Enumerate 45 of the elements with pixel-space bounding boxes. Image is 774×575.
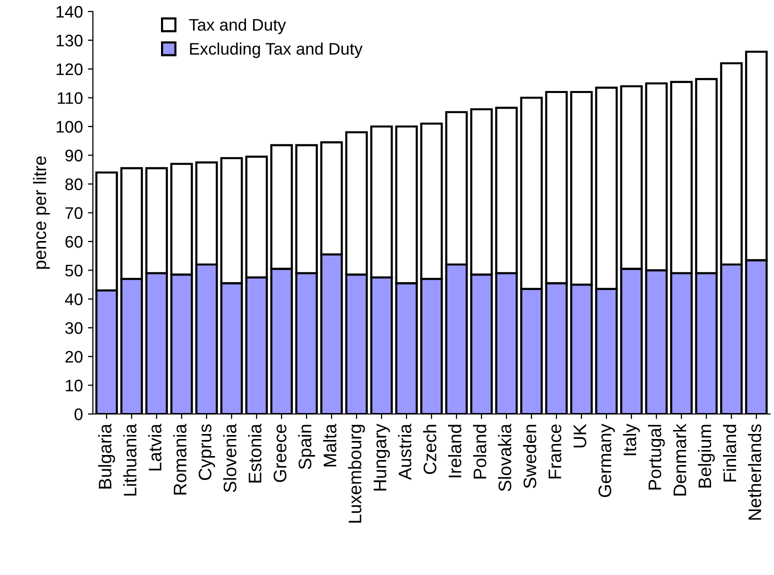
x-tick-label: Cyprus	[198, 424, 216, 480]
y-tick-label: 90	[65, 150, 83, 162]
x-tick-label: Estonia	[248, 424, 262, 482]
y-tick-label: 110	[58, 92, 83, 104]
x-tick-label: Malta	[323, 424, 336, 466]
x-tick-label: Denmark	[672, 424, 686, 496]
x-tick-label: Slovakia	[498, 424, 512, 492]
y-tick-label: 80	[65, 178, 83, 190]
x-tick-label: Bulgaria	[98, 424, 116, 488]
x-tick-label: Greece	[274, 424, 286, 482]
y-tick-label: 130	[56, 34, 83, 46]
x-tick-label: Sweden	[523, 424, 536, 488]
y-tick-label: 40	[65, 293, 83, 306]
x-tick-label: Belgium	[698, 424, 715, 488]
y-tick-label: 30	[65, 322, 83, 334]
legend-label: Tax and Duty	[189, 18, 286, 34]
x-tick-label: Spain	[298, 424, 315, 470]
x-tick-label: Poland	[473, 424, 486, 478]
x-tick-label: Latvia	[148, 424, 162, 470]
y-tick-label: 120	[56, 63, 83, 76]
x-tick-label: Romania	[173, 424, 186, 494]
x-tick-label: Ireland	[448, 424, 462, 478]
y-axis-title: pence per litre	[32, 156, 50, 269]
x-tick-label: Portugal	[648, 424, 665, 490]
x-tick-label: Lithuania	[123, 424, 136, 496]
x-tick-label: Finland	[722, 424, 736, 482]
legend-label: Excluding Tax and Duty	[190, 42, 363, 58]
x-tick-label: Germany	[598, 424, 615, 498]
x-tick-label: Czech	[423, 424, 436, 474]
y-tick-label: 140	[56, 6, 83, 18]
x-tick-label: Italy	[623, 424, 640, 456]
y-tick-label: 0	[74, 408, 83, 420]
x-tick-label: Luxembourg	[348, 424, 365, 523]
y-tick-label: 20	[65, 350, 83, 363]
y-tick-label: 50	[65, 264, 83, 276]
x-tick-label: UK	[574, 424, 586, 448]
x-tick-label: Hungary	[374, 424, 390, 490]
y-tick-label: 60	[65, 236, 83, 248]
x-tick-label: Austria	[398, 424, 412, 480]
x-tick-label: France	[548, 424, 562, 478]
y-tick-label: 100	[56, 120, 83, 133]
y-tick-label: 10	[66, 380, 83, 392]
y-tick-label: 70	[65, 207, 83, 219]
x-tick-label: Slovenia	[223, 424, 236, 492]
x-tick-label: Netherlands	[748, 424, 762, 520]
